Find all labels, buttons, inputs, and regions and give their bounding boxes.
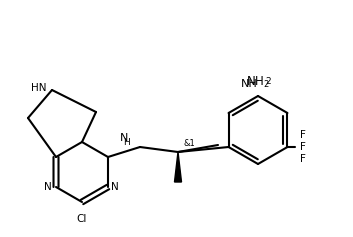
Text: 2: 2 — [265, 77, 271, 86]
Text: &1: &1 — [184, 140, 196, 149]
Text: NH: NH — [241, 79, 258, 89]
Text: N: N — [120, 133, 128, 143]
Text: NH$_2$: NH$_2$ — [246, 75, 270, 90]
Text: F: F — [300, 154, 306, 164]
Text: F: F — [300, 130, 306, 140]
Text: Cl: Cl — [77, 214, 87, 224]
Text: F: F — [300, 142, 306, 152]
Polygon shape — [174, 152, 181, 182]
Text: HN: HN — [31, 83, 47, 93]
Text: H: H — [124, 138, 130, 147]
Text: N: N — [111, 182, 119, 192]
Text: N: N — [44, 182, 52, 192]
